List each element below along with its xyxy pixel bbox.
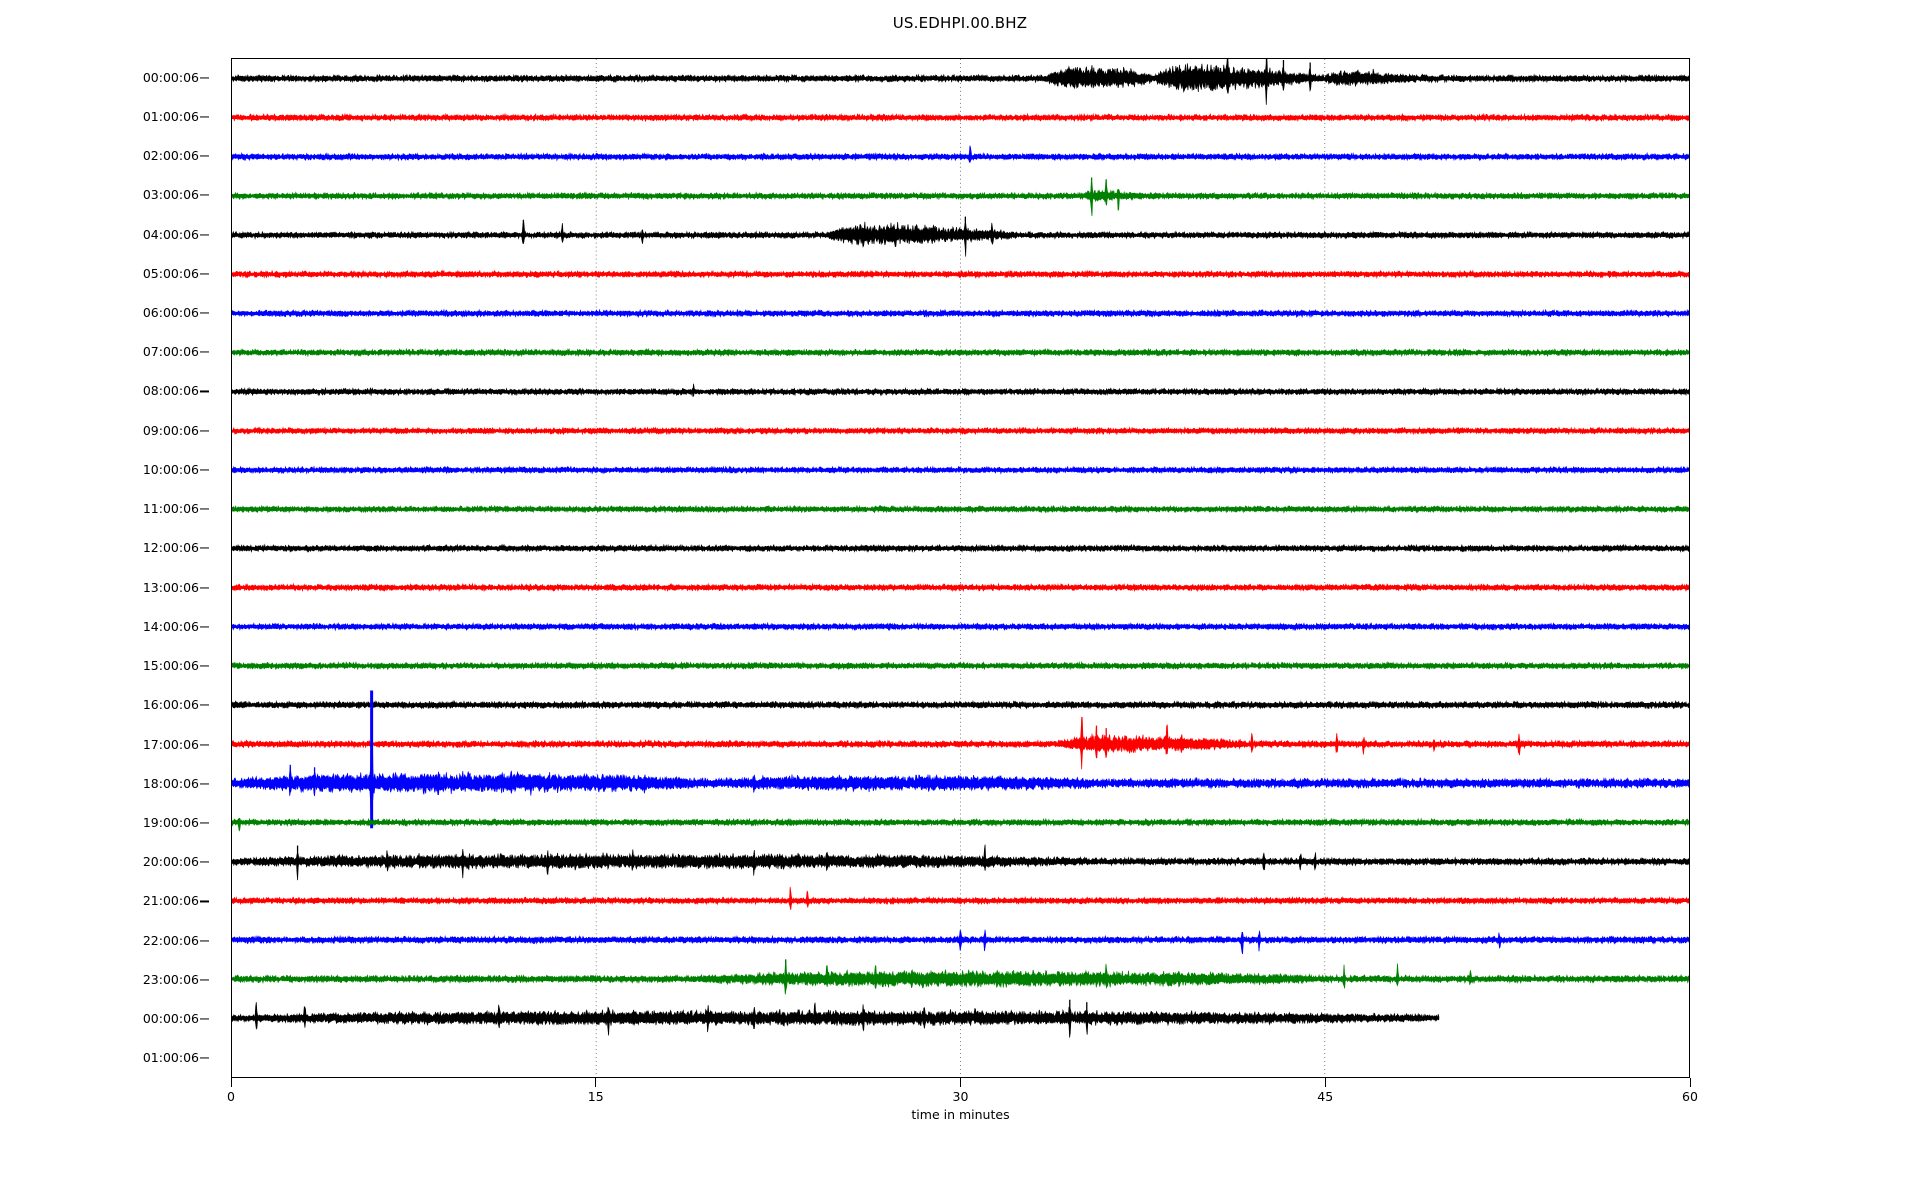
y-axis-tick-mark [200,743,209,746]
page-title: US.EDHPI.00.BHZ [892,14,1028,32]
y-axis-tick-mark [200,430,209,432]
y-axis-tick-mark [200,704,209,706]
y-axis-tick-mark [200,822,209,824]
plot-area [231,58,1690,1078]
seismic-trace [232,145,1689,164]
y-axis-tick-mark [200,940,209,942]
y-axis-tick-labels: 00:00:06 01:00:06 02:00:06 03:00:06 04:00:06… [0,58,231,1078]
x-axis-label: time in minutes [911,1107,1010,1122]
y-axis-tick-label: 07:00:06 [142,343,199,359]
y-axis-tick-mark [200,469,209,471]
x-axis-tick-mark [230,1078,232,1087]
x-axis-tick-mark [960,1078,962,1087]
y-axis-tick-label: 01:00:06 [142,108,199,124]
y-axis-tick-mark [200,194,209,196]
y-axis-tick-label: 22:00:06 [142,932,199,948]
y-axis-tick-label: 13:00:06 [142,579,199,595]
y-axis-tick-label: 11:00:06 [142,500,199,516]
y-axis-tick-mark [200,77,209,79]
y-axis-tick-mark [200,233,209,236]
y-axis-tick-mark [200,351,209,353]
x-axis-tick-mark [1689,1078,1691,1087]
seismic-trace [232,703,1689,819]
x-axis-tick-mark [595,1078,597,1087]
y-axis-tick-label: 16:00:06 [142,697,199,713]
y-axis-tick-mark [200,312,209,314]
y-axis-tick-mark [200,508,209,510]
seismic-trace [232,220,1689,257]
y-axis-tick-mark [200,587,209,589]
y-axis-tick-mark [200,1018,209,1020]
y-axis-tick-label: 20:00:06 [142,853,199,869]
y-axis-tick-mark [200,626,209,628]
y-axis-tick-mark [200,155,209,157]
y-axis-tick-mark [200,861,209,863]
x-axis-tick-label: 45 [1317,1089,1334,1104]
y-axis-tick-label: 19:00:06 [142,814,199,830]
seismic-trace [232,817,1689,832]
y-axis-tick-label: 17:00:06 [142,736,199,752]
y-axis-tick-label: 23:00:06 [142,971,199,987]
y-axis-tick-label: 02:00:06 [142,147,199,163]
y-axis-tick-mark [200,1057,209,1059]
seismic-trace [232,929,1689,955]
seismic-trace [232,1002,1440,1038]
y-axis-tick-mark [200,783,209,785]
seismic-trace [232,179,1689,217]
x-axis-tick-mark [1324,1078,1326,1087]
seismic-trace [232,886,1689,910]
y-axis-tick-label: 12:00:06 [142,540,199,556]
y-axis-tick-label: 08:00:06 [142,383,199,399]
y-axis-tick-label: 01:00:06 [142,1050,199,1066]
y-axis-tick-label: 09:00:06 [142,422,199,438]
y-axis-tick-mark [200,665,209,667]
y-axis-tick-label: 18:00:06 [142,775,199,791]
x-axis-tick-label: 0 [227,1089,235,1104]
y-axis-tick-label: 04:00:06 [142,226,199,242]
y-axis-tick-mark [200,116,209,118]
y-axis-tick-label: 00:00:06 [142,1010,199,1026]
seismic-traces-layer [232,59,1689,1038]
seismic-trace [232,59,1689,105]
y-axis-tick-label: 10:00:06 [142,461,199,477]
y-axis-tick-label: 05:00:06 [142,265,199,281]
seismic-trace [232,959,1689,995]
y-axis-tick-label: 06:00:06 [142,304,199,320]
y-axis-tick-label: 00:00:06 [142,69,199,85]
y-axis-tick-label: 21:00:06 [142,893,199,909]
y-axis-tick-mark [200,979,209,981]
y-axis-tick-label: 15:00:06 [142,657,199,673]
x-axis-tick-labels: 0 15 30 45 60 [227,1078,1698,1118]
x-axis-tick-label: 30 [952,1089,969,1104]
x-axis-tick-label: 60 [1682,1089,1698,1104]
y-axis-tick-mark [200,273,209,275]
y-axis-tick-label: 14:00:06 [142,618,199,634]
y-axis-tick-label: 03:00:06 [142,187,199,203]
y-axis-tick-mark [200,900,209,902]
y-axis-tick-mark [200,390,209,392]
x-axis-tick-label: 15 [587,1089,604,1104]
y-axis-tick-mark [200,547,209,549]
seismic-trace [232,383,1689,398]
